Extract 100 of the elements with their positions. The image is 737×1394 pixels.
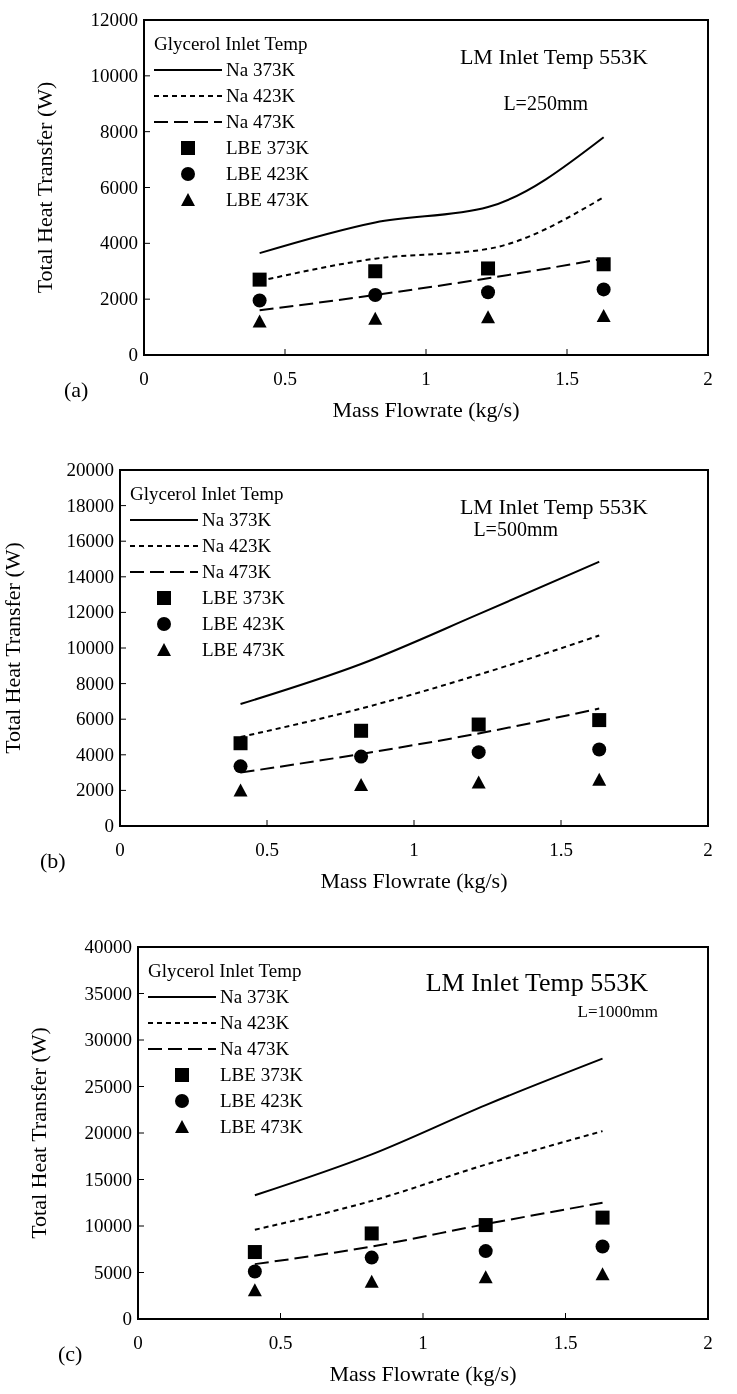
- text: (a): [64, 377, 89, 402]
- point: [595, 1239, 610, 1254]
- point: [471, 775, 486, 789]
- point: [368, 311, 383, 325]
- annotation: L=1000mm: [577, 1002, 658, 1021]
- point: [368, 264, 383, 279]
- legend-label: LBE 423K: [226, 163, 310, 184]
- y-tick-label: 4000: [76, 743, 114, 765]
- x-axis-title: Mass Flowrate (kg/s): [329, 1361, 517, 1386]
- legend-label: Na 473K: [202, 561, 272, 582]
- y-tick-label: 2000: [76, 779, 114, 801]
- annotation: L=500mm: [473, 518, 559, 540]
- point: [368, 287, 383, 302]
- x-tick-label: 1: [418, 1332, 428, 1353]
- y-tick-label: 0: [128, 344, 138, 365]
- legend-label: Na 373K: [220, 986, 290, 1007]
- point: [233, 736, 248, 751]
- point: [596, 257, 611, 272]
- legend-label: Na 473K: [226, 111, 296, 132]
- legend-title: Glycerol Inlet Temp: [130, 483, 284, 504]
- y-tick-label: 40000: [84, 936, 132, 957]
- x-tick-label: 0.5: [268, 1332, 293, 1353]
- legend-label: Na 373K: [226, 59, 296, 80]
- point: [595, 1267, 610, 1281]
- point: [592, 742, 607, 757]
- annotation: LM Inlet Temp 553K: [425, 968, 649, 997]
- legend-title: Glycerol Inlet Temp: [154, 33, 308, 54]
- point: [364, 1250, 379, 1265]
- x-tick-label: 0.5: [273, 368, 297, 389]
- x-tick-label: 1: [409, 839, 419, 860]
- point: [247, 1245, 262, 1260]
- point: [478, 1244, 493, 1259]
- x-tick-label: 1: [421, 368, 431, 389]
- point: [364, 1274, 379, 1288]
- point: [252, 272, 267, 287]
- y-tick-label: 12000: [90, 9, 138, 30]
- y-tick-label: 0: [104, 815, 114, 836]
- legend-label: Na 423K: [220, 1012, 290, 1033]
- annotation: LM Inlet Temp 553K: [459, 44, 649, 69]
- point: [233, 783, 248, 797]
- legend-title: Glycerol Inlet Temp: [148, 960, 302, 981]
- legend-label: LBE 423K: [220, 1090, 304, 1111]
- point: [592, 772, 607, 786]
- point: [478, 1218, 493, 1233]
- point: [481, 285, 496, 300]
- text: (c): [58, 1341, 83, 1366]
- y-tick-label: 0: [122, 1308, 132, 1329]
- y-tick-label: 8000: [76, 672, 114, 694]
- point: [233, 759, 248, 774]
- text: (b): [40, 848, 66, 873]
- point: [252, 314, 267, 328]
- legend-label: Na 423K: [226, 85, 296, 106]
- y-tick-label: 5000: [94, 1261, 132, 1283]
- x-tick-label: 2: [703, 839, 713, 860]
- x-tick-label: 2: [703, 1332, 713, 1353]
- y-tick-label: 15000: [84, 1168, 132, 1190]
- x-axis-title: Mass Flowrate (kg/s): [320, 868, 508, 893]
- point: [247, 1283, 262, 1297]
- point: [478, 1270, 493, 1284]
- annotation: LM Inlet Temp 553K: [459, 494, 649, 519]
- legend-label: LBE 373K: [202, 587, 286, 608]
- annotation: L=250mm: [503, 92, 589, 114]
- x-axis-title: Mass Flowrate (kg/s): [332, 397, 520, 422]
- legend-label: LBE 473K: [202, 639, 286, 660]
- point: [596, 282, 611, 297]
- y-axis-title: Total Heat Transfer (W): [0, 542, 25, 754]
- point: [354, 749, 369, 764]
- legend-label: LBE 473K: [220, 1116, 304, 1137]
- line-series: [253, 1057, 604, 1197]
- x-tick-label: 1.5: [553, 1332, 578, 1353]
- point: [596, 308, 611, 322]
- y-tick-label: 30000: [84, 1029, 132, 1050]
- point: [481, 310, 496, 324]
- y-tick-label: 8000: [100, 120, 138, 142]
- point: [481, 261, 496, 276]
- y-axis-title: Total Heat Transfer (W): [32, 81, 57, 294]
- point: [247, 1264, 262, 1279]
- y-tick-label: 16000: [66, 530, 114, 552]
- legend-label: Na 473K: [220, 1038, 290, 1059]
- legend-label: LBE 373K: [226, 137, 310, 158]
- point: [471, 717, 486, 732]
- x-tick-label: 0.5: [255, 839, 279, 860]
- y-tick-label: 14000: [66, 565, 114, 587]
- y-tick-label: 18000: [66, 494, 114, 516]
- point: [595, 1210, 610, 1225]
- legend-label: LBE 473K: [226, 189, 310, 210]
- y-tick-label: 6000: [100, 176, 138, 198]
- point: [364, 1226, 379, 1241]
- y-tick-label: 20000: [84, 1122, 132, 1143]
- x-tick-label: 1.5: [549, 839, 573, 860]
- legend-label: LBE 423K: [202, 613, 286, 634]
- legend-label: Na 423K: [202, 535, 272, 556]
- point: [354, 723, 369, 738]
- y-tick-label: 25000: [84, 1075, 132, 1097]
- y-tick-label: 10000: [90, 64, 138, 86]
- y-tick-label: 10000: [66, 637, 114, 658]
- y-tick-label: 20000: [66, 459, 114, 480]
- legend-label: Na 373K: [202, 509, 272, 530]
- y-tick-label: 10000: [84, 1215, 132, 1236]
- y-tick-label: 4000: [100, 232, 138, 254]
